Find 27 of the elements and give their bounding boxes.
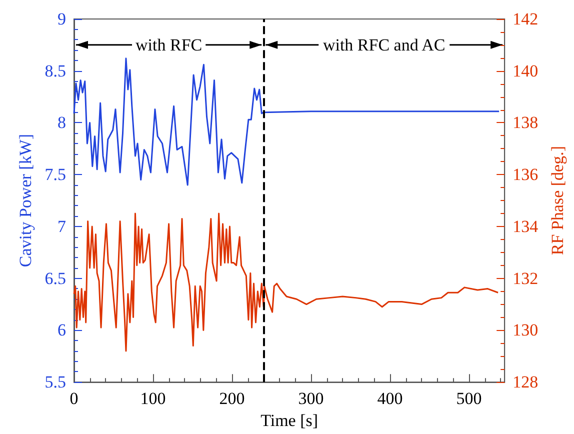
y2-tick-label: 130 [512, 320, 538, 340]
y2-tick-label: 128 [512, 372, 538, 392]
y2-axis-title: RF Phase [deg.] [548, 146, 567, 256]
x-tick-label: 400 [377, 389, 403, 408]
y2-tick-label: 136 [512, 165, 538, 184]
y2-tick-label: 132 [512, 268, 538, 288]
y-tick-label: 6.5 [44, 268, 66, 288]
y-tick-label: 9 [58, 10, 66, 28]
y-tick-label: 8.5 [44, 61, 66, 80]
y2-tick-label: 138 [512, 113, 538, 132]
y-tick-label: 8 [58, 113, 66, 132]
y2-tick-label: 134 [512, 216, 539, 236]
y-axis-title: Cavity Power [kW] [16, 134, 35, 268]
y-tick-label: 5.5 [44, 372, 66, 392]
annotation: with RFC [136, 35, 202, 54]
x-tick-label: 100 [140, 389, 166, 408]
y2-tick-label: 140 [512, 61, 538, 80]
y2-tick-label: 142 [512, 10, 538, 28]
y-tick-label: 7.5 [44, 165, 66, 184]
x-tick-label: 300 [298, 389, 324, 408]
x-axis-title: Time [s] [260, 411, 318, 430]
y-tick-label: 7 [58, 216, 66, 236]
y-tick-label: 6 [58, 320, 66, 340]
x-tick-label: 500 [456, 389, 482, 408]
annotation: with RFC and AC [322, 35, 446, 54]
x-tick-label: 0 [70, 389, 78, 408]
x-tick-label: 200 [219, 389, 245, 408]
